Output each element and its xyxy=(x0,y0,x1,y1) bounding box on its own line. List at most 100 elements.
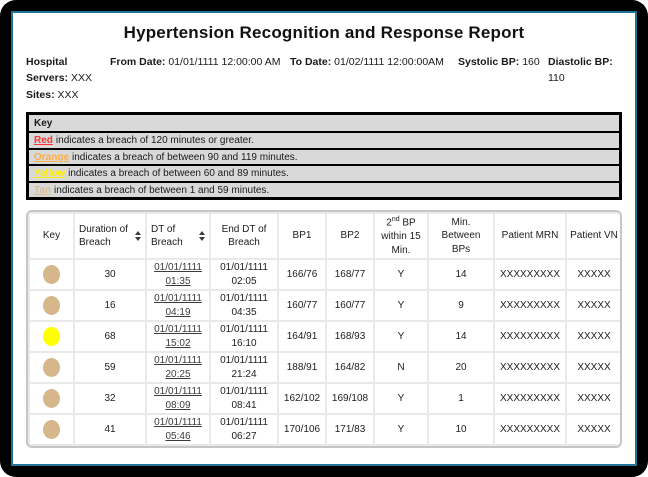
systolic-bp-label: Systolic BP: xyxy=(458,56,520,68)
key-color-dot xyxy=(43,358,60,378)
key-term-yellow: Yellow xyxy=(34,168,66,180)
bp1-cell: 164/91 xyxy=(277,320,327,354)
page-title: Hypertension Recognition and Response Re… xyxy=(123,23,525,42)
key-text-tan: indicates a breach of between 1 and 59 m… xyxy=(54,184,270,196)
patient-mrn-cell: XXXXXXXXX xyxy=(493,382,567,416)
dt-cell: 01/01/1111 08:09 xyxy=(145,382,211,416)
col-header-patient-vn: Patient VN xyxy=(565,212,620,261)
min-between-cell: 20 xyxy=(427,351,495,385)
end-dt-cell: 01/01/1111 08:41 xyxy=(209,382,279,416)
dt-cell: 01/01/1111 05:46 xyxy=(145,413,211,447)
end-dt-cell: 01/01/1111 04:35 xyxy=(209,289,279,323)
key-text-orange: indicates a breach of between 90 and 119… xyxy=(72,151,298,163)
table-row: 30 01/01/1111 01:35 01/01/1111 02:05 166/7… xyxy=(28,258,620,292)
systolic-bp-value: 160 xyxy=(522,56,540,68)
key-cell xyxy=(28,258,75,292)
table-header-row: Key Duration of Breach DT of Breach End … xyxy=(28,212,620,261)
bp1-cell: 170/106 xyxy=(277,413,327,447)
sort-icon[interactable] xyxy=(135,231,141,242)
dt-of-breach-link[interactable]: 01/01/1111 15:02 xyxy=(154,324,202,349)
patient-mrn-cell: XXXXXXXXX xyxy=(493,351,567,385)
patient-mrn-cell: XXXXXXXXX xyxy=(493,289,567,323)
patient-vn-cell: XXXXX xyxy=(565,258,620,292)
end-dt-cell: 01/01/1111 21:24 xyxy=(209,351,279,385)
duration-cell: 59 xyxy=(73,351,147,385)
diastolic-bp-value: 110 xyxy=(548,72,565,85)
col-header-dt[interactable]: DT of Breach xyxy=(145,212,211,261)
sort-icon[interactable] xyxy=(199,231,205,242)
bp1-cell: 160/77 xyxy=(277,289,327,323)
key-text-red: indicates a breach of 120 minutes or gre… xyxy=(55,135,254,147)
col-header-key: Key xyxy=(28,212,75,261)
dt-cell: 01/01/1111 15:02 xyxy=(145,320,211,354)
patient-mrn-cell: XXXXXXXXX xyxy=(493,413,567,447)
patient-vn-cell: XXXXX xyxy=(565,320,620,354)
key-term-tan: Tan xyxy=(34,184,52,196)
end-dt-cell: 01/01/1111 06:27 xyxy=(209,413,279,447)
second-bp-cell: Y xyxy=(373,320,429,354)
key-cell xyxy=(28,320,75,354)
dt-of-breach-link[interactable]: 01/01/1111 20:25 xyxy=(154,355,202,380)
key-color-dot xyxy=(43,389,60,409)
patient-vn-cell: XXXXX xyxy=(565,382,620,416)
sites-value: XXX xyxy=(57,88,79,101)
key-legend-header: Key xyxy=(34,117,53,129)
to-date-value: 01/02/1111 12:00:00AM xyxy=(334,56,444,68)
bp1-cell: 188/91 xyxy=(277,351,327,385)
duration-cell: 32 xyxy=(73,382,147,416)
min-between-cell: 9 xyxy=(427,289,495,323)
key-legend-row-yellow: Yellow indicates a breach of between 60 a… xyxy=(29,164,619,181)
key-term-red: Red xyxy=(34,135,53,147)
table-row: 68 01/01/1111 15:02 01/01/1111 16:10 164/9… xyxy=(28,320,620,354)
dt-cell: 01/01/1111 04:19 xyxy=(145,289,211,323)
duration-cell: 30 xyxy=(73,258,147,292)
duration-header-label: Duration of Breach xyxy=(79,223,128,249)
dt-of-breach-link[interactable]: 01/01/1111 05:46 xyxy=(154,417,202,442)
second-bp-cell: Y xyxy=(373,289,429,323)
min-between-cell: 14 xyxy=(427,258,495,292)
key-legend-row-tan: Tan indicates a breach of between 1 and 5… xyxy=(29,180,619,198)
dt-of-breach-link[interactable]: 01/01/1111 01:35 xyxy=(154,262,202,287)
table-row: 41 01/01/1111 05:46 01/01/1111 06:27 170/1… xyxy=(28,413,620,447)
bp2-cell: 160/77 xyxy=(325,289,375,323)
dt-cell: 01/01/1111 20:25 xyxy=(145,351,211,385)
col-header-bp2: BP2 xyxy=(325,212,375,261)
duration-cell: 16 xyxy=(73,289,147,323)
key-legend-row-orange: Orange indicates a breach of between 90 a… xyxy=(29,147,619,165)
bp2-cell: 171/83 xyxy=(325,413,375,447)
report-page: Hypertension Recognition and Response Re… xyxy=(11,11,637,466)
dt-cell: 01/01/1111 01:35 xyxy=(145,258,211,292)
table-row: 59 01/01/1111 20:25 01/01/1111 21:24 188/9… xyxy=(28,351,620,385)
from-date-field: From Date: 01/01/1111 12:00:00 AM xyxy=(110,54,290,103)
dt-of-breach-link[interactable]: 01/01/1111 04:19 xyxy=(154,293,202,318)
bp1-cell: 162/102 xyxy=(277,382,327,416)
table-row: 16 01/01/1111 04:19 01/01/1111 04:35 160/7… xyxy=(28,289,620,323)
patient-mrn-cell: XXXXXXXXX xyxy=(493,320,567,354)
col-header-min-between: Min. Between BPs xyxy=(427,212,495,261)
dt-of-breach-link[interactable]: 01/01/1111 08:09 xyxy=(154,386,202,411)
col-header-second-bp: 2nd BP within 15 Min. xyxy=(373,212,429,261)
table-row: 32 01/01/1111 08:09 01/01/1111 08:41 162/1… xyxy=(28,382,620,416)
key-cell xyxy=(28,413,75,447)
diastolic-bp-field: Diastolic BP: 110 xyxy=(548,54,622,103)
second-bp-cell: Y xyxy=(373,382,429,416)
hospital-servers-label: Hospital Servers: xyxy=(26,56,69,85)
to-date-field: To Date: 01/02/1111 12:00:00AM xyxy=(290,54,458,103)
key-color-dot xyxy=(43,420,60,440)
patient-vn-cell: XXXXX xyxy=(565,289,620,323)
second-bp-cell: Y xyxy=(373,413,429,447)
bp2-cell: 168/77 xyxy=(325,258,375,292)
from-date-label: From Date: xyxy=(110,56,166,68)
breach-table-wrap: Key Duration of Breach DT of Breach End … xyxy=(26,210,622,449)
duration-cell: 68 xyxy=(73,320,147,354)
bp2-cell: 168/93 xyxy=(325,320,375,354)
key-cell xyxy=(28,351,75,385)
key-cell xyxy=(28,382,75,416)
key-color-dot xyxy=(43,327,60,347)
second-bp-cell: Y xyxy=(373,258,429,292)
key-color-dot xyxy=(43,265,60,285)
diastolic-bp-label: Diastolic BP: xyxy=(548,56,613,68)
key-legend-row-red: Red indicates a breach of 120 minutes or … xyxy=(29,131,619,148)
min-between-cell: 14 xyxy=(427,320,495,354)
col-header-duration[interactable]: Duration of Breach xyxy=(73,212,147,261)
